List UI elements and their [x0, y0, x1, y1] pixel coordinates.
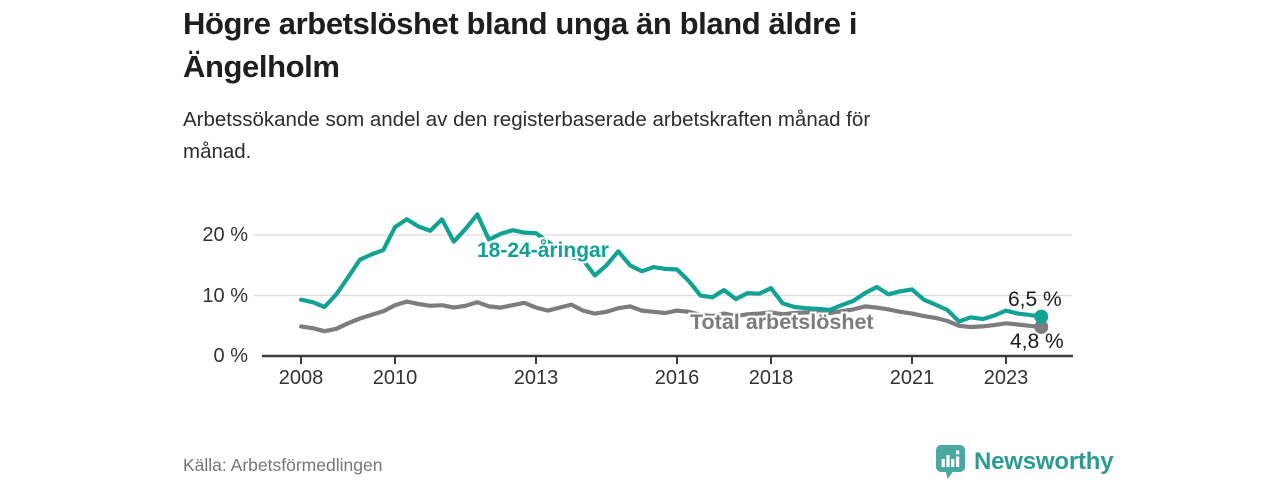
- series-line-total: [298, 299, 1044, 334]
- series-label-young: 18-24-åringar: [477, 239, 609, 262]
- newsworthy-brand: Newsworthy: [936, 444, 1114, 480]
- page-title-line1: Högre arbetslöshet bland unga än bland ä…: [183, 6, 858, 41]
- newsworthy-wordmark: Newsworthy: [974, 448, 1114, 475]
- y-axis-label-10: 10 %: [202, 284, 248, 307]
- end-value-label-young: 6,5 %: [1008, 288, 1062, 311]
- y-axis-label-20: 20 %: [202, 224, 248, 246]
- x-axis-label-2018: 2018: [748, 367, 794, 389]
- page-title-line2: Ängelholm: [183, 49, 340, 84]
- chart-subtitle-line2: månad.: [183, 140, 252, 163]
- source-attribution: Källa: Arbetsförmedlingen: [183, 455, 383, 475]
- x-axis-label-2013: 2013: [513, 367, 559, 389]
- chart-subtitle: Arbetssökande som andel av den registerb…: [183, 104, 1063, 168]
- x-axis-label-2016: 2016: [654, 367, 700, 389]
- x-axis-label-2010: 2010: [372, 367, 418, 389]
- series-label-total: Total arbetslöshet: [690, 310, 874, 334]
- x-axis-label-2023: 2023: [983, 367, 1029, 389]
- x-axis-label-2008: 2008: [278, 367, 324, 389]
- newsworthy-speech-bubble-chart-icon: [936, 444, 965, 479]
- series-line-young: [298, 212, 1044, 324]
- end-value-label-total: 4,8 %: [1010, 330, 1064, 353]
- page-title: Högre arbetslöshet bland unga än bland ä…: [183, 2, 1043, 88]
- y-axis-label-0: 0 %: [213, 345, 248, 367]
- chart-subtitle-line1: Arbetssökande som andel av den registerb…: [183, 108, 871, 131]
- x-axis-label-2021: 2021: [889, 367, 935, 389]
